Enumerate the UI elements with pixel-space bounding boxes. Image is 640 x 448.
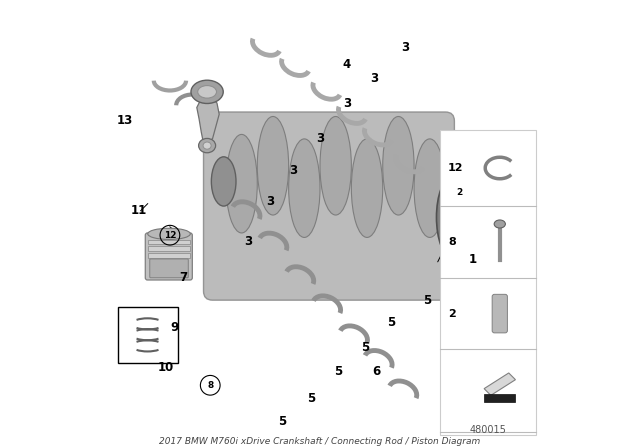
Text: 3: 3 <box>370 72 378 85</box>
Text: 5: 5 <box>388 316 396 329</box>
Text: 9: 9 <box>170 320 179 334</box>
Ellipse shape <box>198 138 216 153</box>
Text: 2: 2 <box>456 188 462 197</box>
Text: 8: 8 <box>448 237 456 247</box>
Ellipse shape <box>414 139 445 237</box>
Polygon shape <box>197 96 220 143</box>
Polygon shape <box>484 373 515 396</box>
FancyBboxPatch shape <box>492 294 508 333</box>
Text: 8: 8 <box>207 381 213 390</box>
Ellipse shape <box>289 139 320 237</box>
Text: 10: 10 <box>157 361 173 374</box>
Text: 3: 3 <box>267 195 275 208</box>
Text: 3: 3 <box>316 132 324 146</box>
FancyBboxPatch shape <box>145 233 192 280</box>
Text: 7: 7 <box>179 271 188 284</box>
Ellipse shape <box>383 116 414 215</box>
Text: 1: 1 <box>468 253 476 267</box>
Text: 11: 11 <box>131 204 147 217</box>
FancyBboxPatch shape <box>118 307 178 363</box>
Text: 5: 5 <box>361 340 369 354</box>
Text: 480015: 480015 <box>470 425 507 435</box>
Text: 3: 3 <box>343 96 351 110</box>
Ellipse shape <box>320 116 351 215</box>
Ellipse shape <box>203 142 211 149</box>
Ellipse shape <box>198 86 216 98</box>
Text: 3: 3 <box>244 235 252 249</box>
Text: 5: 5 <box>307 392 315 405</box>
Text: 12: 12 <box>448 163 463 173</box>
Bar <box>440 130 536 435</box>
FancyBboxPatch shape <box>148 240 190 244</box>
Ellipse shape <box>494 220 506 228</box>
Ellipse shape <box>191 80 223 103</box>
FancyBboxPatch shape <box>148 246 190 251</box>
FancyBboxPatch shape <box>204 112 454 300</box>
Ellipse shape <box>351 139 383 237</box>
Text: 2: 2 <box>448 309 456 319</box>
Text: 3: 3 <box>289 164 297 177</box>
Text: 6: 6 <box>372 365 380 379</box>
Text: 3: 3 <box>401 40 409 54</box>
Text: 2017 BMW M760i xDrive Crankshaft / Connecting Rod / Piston Diagram: 2017 BMW M760i xDrive Crankshaft / Conne… <box>159 437 481 446</box>
Text: 12: 12 <box>164 231 176 240</box>
Text: 5: 5 <box>424 293 431 307</box>
Bar <box>484 394 515 402</box>
FancyBboxPatch shape <box>150 259 188 278</box>
Ellipse shape <box>257 116 289 215</box>
Text: 13: 13 <box>117 114 133 128</box>
Ellipse shape <box>148 228 190 239</box>
Text: 5: 5 <box>334 365 342 379</box>
Ellipse shape <box>211 157 236 206</box>
Text: 4: 4 <box>343 58 351 72</box>
Text: 5: 5 <box>278 414 286 428</box>
Ellipse shape <box>442 190 462 244</box>
Ellipse shape <box>436 177 468 258</box>
Ellipse shape <box>226 134 257 233</box>
FancyBboxPatch shape <box>148 253 190 258</box>
